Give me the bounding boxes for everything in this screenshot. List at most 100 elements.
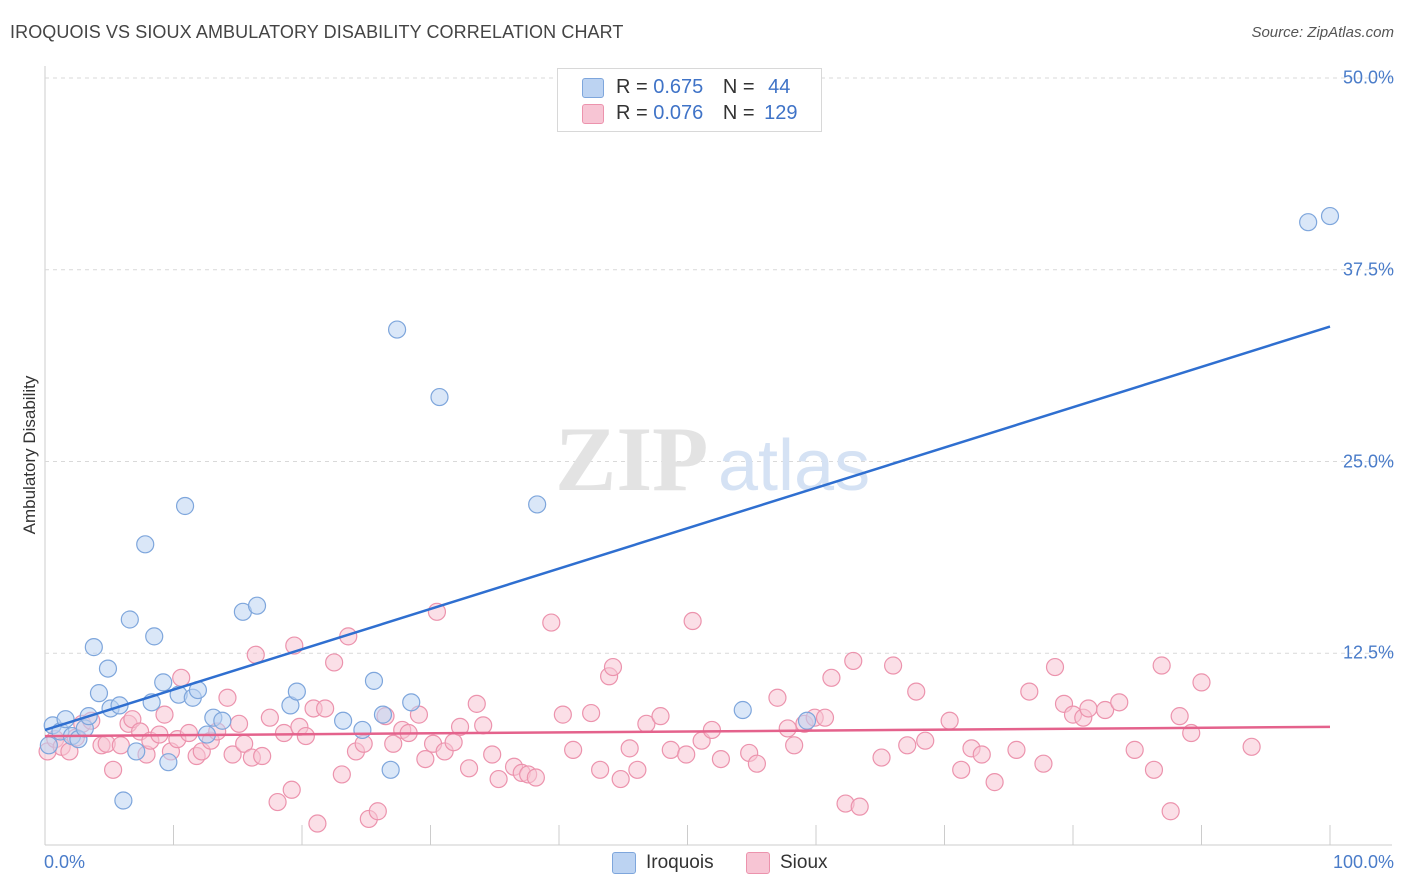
sioux-point bbox=[296, 726, 315, 746]
sioux-point bbox=[542, 613, 561, 632]
sioux-point bbox=[332, 765, 351, 784]
y-tick-label: 25.0% bbox=[1342, 451, 1394, 471]
sioux-point bbox=[872, 748, 891, 767]
sioux-point bbox=[768, 688, 787, 707]
iroquois-point bbox=[1299, 213, 1318, 232]
iroquois-point bbox=[1320, 206, 1340, 226]
iroquois-point bbox=[528, 495, 547, 514]
iroquois-point bbox=[154, 673, 173, 692]
x-tick-max: 100.0% bbox=[1332, 852, 1394, 872]
sioux-point bbox=[916, 731, 935, 750]
sioux-point bbox=[907, 682, 926, 701]
iroquois-point bbox=[159, 753, 178, 772]
sioux-point bbox=[384, 734, 403, 753]
sioux-point bbox=[603, 657, 623, 677]
sioux-point bbox=[1034, 754, 1053, 773]
sioux-points bbox=[38, 602, 1261, 833]
iroquois-swatch bbox=[582, 77, 604, 98]
sioux-point bbox=[489, 769, 508, 789]
source-label: Source: ZipAtlas.com bbox=[1251, 24, 1394, 41]
sioux-point bbox=[1125, 740, 1144, 759]
iroquois-point bbox=[175, 496, 195, 516]
sioux-r-value: 0.076 bbox=[653, 102, 704, 124]
sioux-point bbox=[883, 656, 903, 675]
sioux-point bbox=[702, 720, 722, 740]
y-tick-label: 37.5% bbox=[1342, 259, 1394, 280]
iroquois-point bbox=[353, 720, 372, 740]
sioux-point bbox=[223, 745, 242, 764]
sioux-legend-swatch bbox=[746, 852, 770, 874]
sioux-point bbox=[564, 740, 583, 759]
sioux-point bbox=[474, 716, 493, 735]
sioux-point bbox=[785, 736, 804, 755]
sioux-point bbox=[444, 733, 463, 752]
sioux-point bbox=[282, 780, 301, 799]
legend-row-iroquois: R = 0.675 N = 44 bbox=[582, 76, 790, 100]
sioux-point bbox=[325, 653, 344, 672]
iroquois-point bbox=[136, 535, 155, 554]
sioux-n-label: N = bbox=[722, 102, 755, 124]
sioux-point bbox=[172, 668, 191, 687]
y-tick-label: 50.0% bbox=[1342, 67, 1394, 88]
sioux-point bbox=[553, 705, 572, 724]
iroquois-point bbox=[120, 610, 139, 629]
sioux-point bbox=[591, 760, 610, 779]
sioux-point bbox=[1144, 760, 1164, 779]
sioux-point bbox=[1007, 740, 1026, 759]
iroquois-point bbox=[84, 638, 103, 657]
trend-lines bbox=[44, 325, 1331, 738]
sioux-legend-label: Sioux bbox=[780, 852, 828, 874]
sioux-point bbox=[822, 668, 841, 687]
sioux-point bbox=[1170, 707, 1189, 726]
iroquois-point bbox=[334, 711, 353, 730]
iroquois-point bbox=[733, 700, 752, 720]
sioux-point bbox=[155, 705, 174, 724]
iroquois-point bbox=[89, 684, 109, 703]
sioux-point bbox=[611, 769, 630, 789]
watermark-zip: ZIP bbox=[555, 408, 708, 510]
sioux-point bbox=[260, 708, 279, 727]
watermark-atlas: atlas bbox=[718, 426, 870, 506]
sioux-point bbox=[844, 651, 863, 671]
sioux-point bbox=[179, 723, 199, 743]
iroquois-trend-line bbox=[44, 325, 1331, 732]
iroquois-point bbox=[145, 627, 164, 646]
sioux-point bbox=[1152, 656, 1171, 675]
iroquois-point bbox=[797, 711, 817, 730]
iroquois-n-value: 44 bbox=[768, 76, 791, 98]
sioux-point bbox=[450, 717, 470, 736]
sioux-point bbox=[677, 745, 696, 764]
sioux-point bbox=[628, 760, 647, 779]
sioux-point bbox=[1242, 737, 1261, 756]
sioux-point bbox=[952, 760, 971, 779]
sioux-trend-line bbox=[44, 725, 1331, 738]
sioux-point bbox=[582, 703, 601, 723]
x-tick-min: 0.0% bbox=[44, 852, 86, 872]
sioux-point bbox=[1079, 699, 1098, 718]
sioux-point bbox=[1020, 682, 1039, 701]
sioux-point bbox=[747, 754, 766, 773]
sioux-point bbox=[218, 688, 237, 707]
sioux-point bbox=[268, 792, 287, 812]
sioux-point bbox=[620, 739, 639, 758]
chart-title: IROQUOIS VS SIOUX AMBULATORY DISABILITY … bbox=[10, 22, 624, 42]
sioux-point bbox=[940, 711, 959, 730]
sioux-point bbox=[850, 797, 869, 816]
sioux-point bbox=[416, 749, 435, 769]
sioux-point bbox=[972, 745, 991, 764]
iroquois-point bbox=[39, 736, 58, 755]
sioux-point bbox=[1045, 657, 1065, 677]
sioux-point bbox=[1096, 700, 1115, 720]
sioux-point bbox=[111, 736, 130, 755]
legend-row-sioux: R = 0.076 N = 129 bbox=[582, 102, 798, 126]
iroquois-point bbox=[98, 659, 118, 678]
sioux-point bbox=[1192, 673, 1211, 692]
sioux-point bbox=[651, 707, 670, 726]
iroquois-point bbox=[373, 705, 393, 724]
sioux-point bbox=[229, 714, 249, 733]
bottom-legend-iroquois: Iroquois bbox=[612, 852, 714, 874]
iroquois-point bbox=[287, 682, 306, 701]
sioux-point bbox=[815, 708, 835, 727]
sioux-point bbox=[778, 719, 797, 738]
